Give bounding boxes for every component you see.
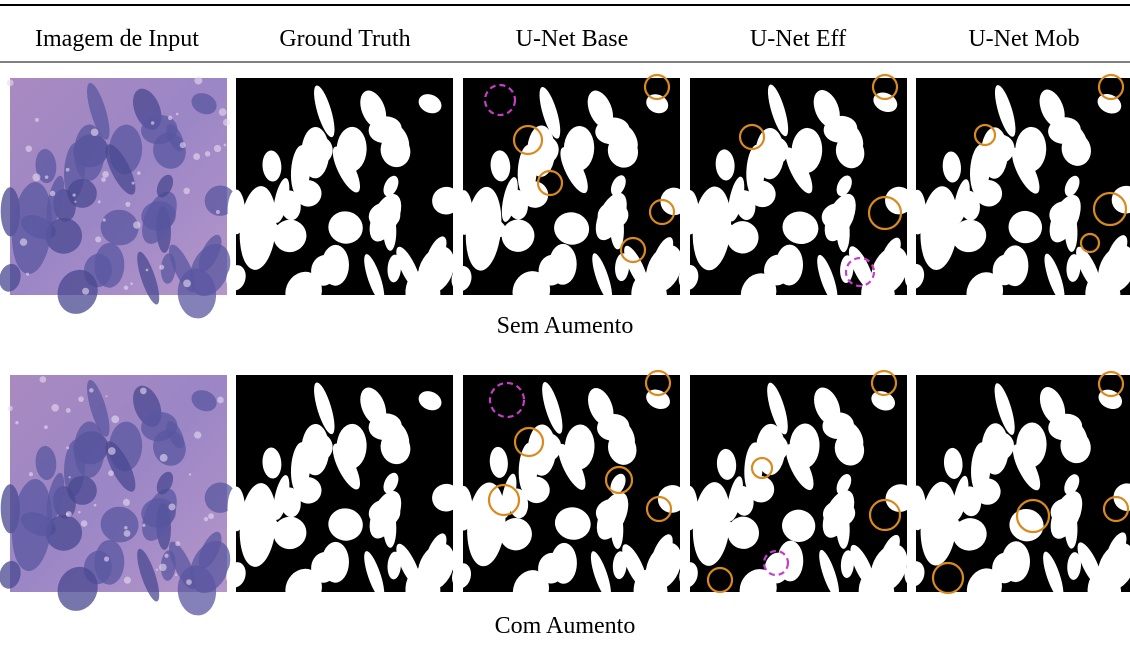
speck bbox=[15, 421, 18, 424]
speck bbox=[104, 556, 109, 561]
speck bbox=[183, 188, 190, 195]
figure: Imagem de Input Ground Truth U-Net Base … bbox=[0, 0, 1130, 644]
speck bbox=[103, 218, 106, 221]
speck bbox=[159, 265, 164, 270]
speck bbox=[111, 415, 119, 423]
speck bbox=[140, 388, 147, 395]
speck bbox=[78, 396, 84, 402]
panels bbox=[0, 75, 1130, 617]
speck bbox=[168, 116, 173, 121]
speck bbox=[82, 288, 89, 295]
speck bbox=[224, 144, 227, 147]
mask-image bbox=[902, 75, 1130, 319]
speck bbox=[105, 395, 107, 397]
speck bbox=[205, 151, 210, 156]
speck bbox=[101, 177, 106, 182]
speck bbox=[26, 273, 29, 276]
speck bbox=[66, 168, 70, 172]
mask-image bbox=[902, 372, 1130, 616]
column-header: Imagem de Input bbox=[35, 26, 199, 52]
row-label: Sem Aumento bbox=[497, 313, 634, 339]
speck bbox=[124, 526, 128, 530]
column-header: U-Net Base bbox=[516, 26, 629, 52]
speck bbox=[29, 472, 33, 476]
speck bbox=[208, 513, 214, 519]
speck bbox=[35, 118, 39, 122]
mask-image bbox=[449, 75, 691, 319]
speck bbox=[7, 406, 12, 411]
speck bbox=[194, 77, 202, 85]
speck bbox=[156, 569, 158, 571]
speck bbox=[193, 153, 200, 160]
mask-image bbox=[677, 371, 918, 616]
speck bbox=[183, 279, 191, 287]
speck bbox=[189, 473, 191, 475]
speck bbox=[102, 171, 109, 178]
speck bbox=[133, 221, 140, 228]
speck bbox=[45, 175, 49, 179]
column-header: U-Net Eff bbox=[750, 26, 846, 52]
column-header: Ground Truth bbox=[279, 26, 410, 52]
speck bbox=[44, 425, 48, 429]
speck bbox=[137, 171, 141, 175]
speck bbox=[95, 236, 101, 242]
speck bbox=[124, 530, 131, 537]
speck bbox=[66, 408, 71, 413]
speck bbox=[164, 554, 168, 558]
speck bbox=[40, 376, 47, 383]
speck bbox=[130, 282, 133, 285]
speck bbox=[160, 454, 168, 462]
speck bbox=[124, 286, 129, 291]
speck bbox=[89, 388, 93, 392]
speck bbox=[74, 201, 76, 203]
speck bbox=[32, 173, 40, 181]
column-header: U-Net Mob bbox=[968, 26, 1079, 52]
speck bbox=[146, 269, 149, 272]
speck bbox=[176, 113, 179, 116]
speck bbox=[98, 200, 101, 203]
speck bbox=[66, 511, 72, 517]
speck bbox=[94, 504, 97, 507]
mask-image bbox=[676, 75, 916, 319]
speck bbox=[125, 202, 130, 207]
input-image bbox=[0, 375, 239, 617]
speck bbox=[194, 431, 201, 438]
speck bbox=[142, 524, 145, 527]
speck bbox=[50, 191, 56, 197]
speck bbox=[108, 470, 114, 476]
speck bbox=[223, 119, 230, 126]
speck bbox=[7, 79, 14, 86]
speck bbox=[108, 447, 116, 455]
speck bbox=[175, 574, 177, 576]
mask-image bbox=[449, 371, 689, 616]
speck bbox=[123, 499, 130, 506]
speck bbox=[132, 182, 135, 185]
speck bbox=[91, 128, 99, 136]
speck bbox=[217, 397, 224, 404]
speck bbox=[159, 564, 167, 572]
speck bbox=[180, 142, 186, 148]
speck bbox=[72, 193, 75, 196]
speck bbox=[124, 577, 131, 584]
speck bbox=[214, 145, 221, 152]
speck bbox=[204, 517, 208, 521]
mask-image bbox=[224, 78, 464, 318]
speck bbox=[186, 579, 192, 585]
speck bbox=[69, 476, 71, 478]
speck bbox=[66, 446, 69, 449]
speck bbox=[25, 145, 32, 152]
speck bbox=[20, 238, 27, 245]
row-label: Com Aumento bbox=[495, 613, 636, 639]
speck bbox=[216, 210, 220, 214]
mask-image bbox=[224, 375, 464, 615]
speck bbox=[219, 108, 227, 116]
speck bbox=[78, 511, 81, 514]
speck bbox=[81, 520, 87, 526]
speck bbox=[169, 504, 176, 511]
speck bbox=[151, 121, 155, 125]
input-image bbox=[0, 77, 239, 321]
speck bbox=[175, 541, 180, 546]
speck bbox=[51, 404, 59, 412]
